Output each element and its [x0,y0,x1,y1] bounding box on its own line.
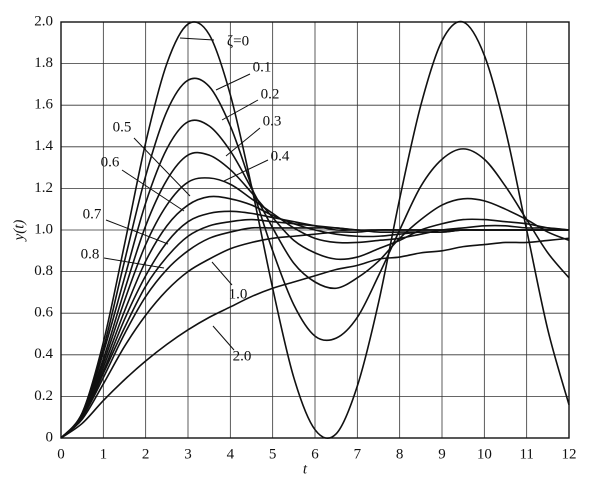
y-tick-label: 0.4 [34,346,53,362]
series-label: 0.3 [263,113,282,129]
curve [60,229,569,439]
label-arrow [211,261,233,286]
curve [60,77,570,439]
series-label: 0.1 [253,59,272,75]
x-tick-label: 2 [142,446,150,462]
series-label: 2.0 [233,348,252,364]
curve [60,177,570,439]
label-arrow [103,257,165,269]
curve [60,151,570,439]
x-tick-label: 5 [269,446,277,462]
label-arrow [105,219,169,245]
y-tick-label: 1.4 [34,138,53,154]
y-tick-label: 1.8 [34,55,53,71]
series-label: ζ=0 [227,33,249,49]
x-tick-label: 3 [184,446,192,462]
label-arrow [215,73,251,91]
y-tick-label: 0.8 [34,263,53,279]
y-axis-label: y(t) [11,220,27,243]
x-tick-label: 11 [519,446,533,462]
x-tick-label: 1 [100,446,108,462]
label-arrow [221,99,259,121]
label-arrow [225,127,261,157]
y-tick-label: 2.0 [34,13,53,29]
x-tick-label: 12 [562,446,577,462]
label-arrow [121,169,185,212]
series-label: 0.6 [101,154,120,170]
y-tick-label: 1.2 [34,180,53,196]
x-tick-label: 0 [57,446,65,462]
label-arrow [133,137,191,197]
series-label: 1.0 [229,286,248,302]
series-label: 0.7 [83,206,102,222]
y-tick-label: 0.2 [34,388,53,404]
x-tick-label: 10 [477,446,492,462]
series-label: 0.2 [261,86,280,102]
series-label: 0.8 [81,246,100,262]
series-label: 0.5 [113,119,132,135]
label-arrow [212,325,235,351]
label-arrow [179,37,215,41]
y-tick-label: 0.6 [34,305,53,321]
x-tick-label: 7 [354,446,362,462]
y-tick-label: 1.0 [34,221,53,237]
series-label: 0.4 [271,148,290,164]
label-arrow [223,159,269,182]
x-tick-label: 9 [438,446,446,462]
curve [60,119,570,439]
curve [60,237,570,439]
y-tick-label: 0 [46,429,54,445]
y-tick-label: 1.6 [34,97,53,113]
x-tick-label: 6 [311,446,319,462]
curve [60,20,570,439]
x-axis-label: t [303,461,308,477]
x-tick-label: 8 [396,446,404,462]
x-tick-label: 4 [227,446,235,462]
